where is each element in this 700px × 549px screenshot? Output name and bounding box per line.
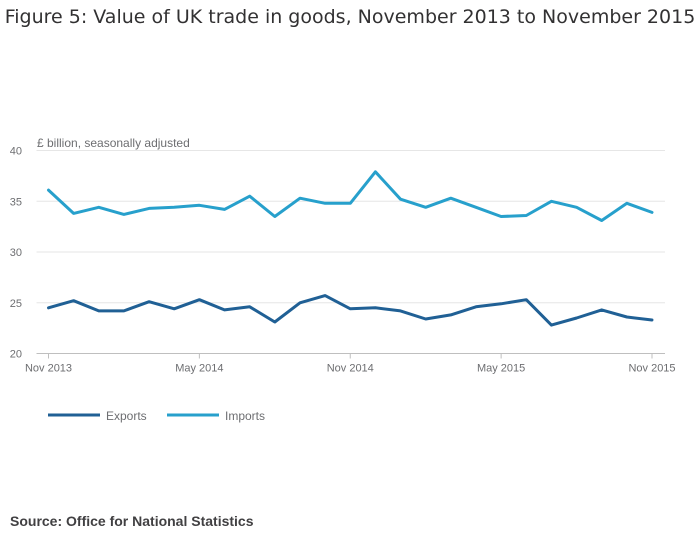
gridlines	[36, 150, 665, 304]
x-tick-label: Nov 2015	[628, 363, 675, 375]
series-line-exports	[47, 294, 654, 327]
x-tick-label: May 2014	[175, 363, 223, 375]
series-line-imports	[47, 170, 654, 222]
x-tick-label: Nov 2013	[25, 363, 72, 375]
legend-label-imports: Imports	[225, 409, 265, 423]
y-tick-label: 30	[10, 247, 22, 259]
y-axis-label: £ billion, seasonally adjusted	[37, 136, 190, 150]
chart-title: Figure 5: Value of UK trade in goods, No…	[4, 6, 696, 28]
source-note: Source: Office for National Statistics	[10, 513, 254, 529]
y-tick-label: 25	[10, 298, 22, 310]
legend: Exports Imports	[48, 409, 265, 423]
y-tick-label: 20	[10, 349, 22, 361]
axes: 20 25 30 35 40 Nov 2013 May 2014 Nov 2014 May 20…	[10, 146, 676, 375]
x-tick-label: Nov 2014	[327, 363, 374, 375]
legend-label-exports: Exports	[106, 409, 147, 423]
series-lines	[47, 170, 654, 327]
x-tick-label: May 2015	[477, 363, 525, 375]
y-tick-label: 40	[10, 146, 22, 158]
y-tick-label: 35	[10, 196, 22, 208]
